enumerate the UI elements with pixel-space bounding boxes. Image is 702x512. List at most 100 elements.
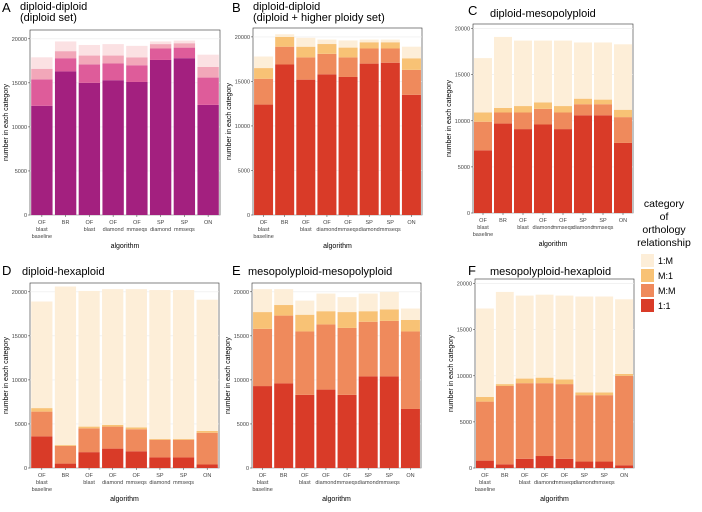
x-tick-label: OF [323,220,331,226]
x-tick-label: mmseqs [337,480,358,486]
bar-segment-M-M [495,385,514,465]
x-tick-label: ON [203,473,211,479]
bar-segment-M-1 [475,397,494,402]
bar-segment-M-M [54,445,77,464]
bar-segment-1-1 [149,457,171,468]
x-tick-label: OF [259,473,267,479]
bar-segment-M-1 [126,57,148,66]
bar-segment-1-M [595,296,614,393]
bar-segment-M-M [554,112,572,130]
panel-letter: D [2,263,11,278]
bar-segment-1-1 [31,436,53,468]
legend-title-line: orthology [642,224,686,236]
bar-segment-1-M [172,290,195,439]
bar-segment-M-M [595,395,614,462]
x-tick-label: OF [479,218,487,224]
bar-segment-1-1 [125,451,147,468]
legend-swatch-1-1 [641,299,654,312]
y-tick-label: 0 [24,213,27,219]
x-tick-label: ON [620,473,628,479]
y-tick-label: 15000 [12,334,27,340]
bar-segment-M-M [380,48,400,63]
x-tick-label: SP [601,473,609,479]
x-tick-label: mmseqs [594,480,615,486]
x-tick-label: OF [322,473,330,479]
y-axis-title: number in each category [225,336,232,414]
panel-title: mesopolyploid-hexaploid [490,266,611,278]
x-tick-label: OF [301,473,309,479]
bar-segment-1-M [149,41,172,45]
bar-segment-M-1 [337,312,357,328]
y-tick-label: 15000 [455,73,470,79]
y-tick-label: 20000 [12,37,27,43]
x-tick-label: OF [85,473,93,479]
bar-segment-M-1 [474,112,492,122]
panel-title: (diploid + higher ploidy set) [253,12,385,24]
x-tick-label: blast [300,227,312,233]
bar-segment-1-1 [534,124,552,213]
bar-segment-1-1 [514,129,532,213]
bar-segment-M-M [400,331,420,409]
x-tick-label: blast [519,480,531,486]
bar-segment-1-1 [379,376,399,468]
bar-segment-1-1 [615,465,634,468]
x-tick-label: diamond [316,227,337,233]
x-tick-label: diamond [149,480,170,486]
x-tick-label: OF [541,473,549,479]
x-tick-label: OF [86,220,94,226]
bar-segment-1-M [197,54,219,67]
bar-segment-M-1 [575,392,594,396]
y-tick-label: 5000 [237,422,249,428]
bar-segment-1-1 [197,104,219,215]
y-axis-title: number in each category [446,79,453,157]
bar-segment-1-M [78,290,100,427]
x-tick-label: OF [38,220,46,226]
x-tick-label: mmseqs [173,480,194,486]
legend-label: M:1 [658,271,673,281]
x-tick-label: diamond [103,227,124,233]
bar-segment-M-M [514,112,532,130]
x-tick-label: diamond [534,480,555,486]
bar-segment-M-1 [534,102,552,109]
bar-segment-1-1 [475,460,494,468]
bar-segment-M-M [475,401,494,461]
y-tick-label: 20000 [235,35,250,41]
x-tick-label: diamond [532,225,553,231]
bar-segment-1-M [196,299,218,431]
bar-segment-1-M [574,42,592,99]
bar-segment-1-1 [31,105,53,215]
y-tick-label: 5000 [238,168,250,174]
bar-segment-M-1 [172,438,195,440]
bar-segment-M-M [515,383,534,459]
bar-segment-M-1 [296,46,316,58]
bar-segment-1-M [554,40,572,107]
bar-segment-1-1 [515,458,534,468]
x-tick-label: baseline [475,487,496,493]
bar-segment-1-1 [401,94,421,215]
legend-label: M:M [658,286,676,296]
bar-segment-1-M [379,291,399,310]
y-tick-label: 0 [246,466,249,472]
bar-segment-M-1 [515,378,534,384]
x-tick-label: SP [156,473,164,479]
bar-segment-1-M [359,39,379,43]
bar-segment-M-1 [254,68,274,79]
panel-title: diploid-mesopolyploid [490,8,596,20]
bar-segment-1-1 [358,376,378,468]
bar-segment-1-M [575,296,594,393]
x-tick-label: SP [599,218,607,224]
x-tick-label: SP [365,473,373,479]
y-axis-title: number in each category [226,82,233,160]
bar-segment-M-1 [125,427,147,430]
bar-segment-1-M [253,289,273,313]
x-tick-label: OF [302,220,310,226]
bar-segment-1-M [173,40,196,44]
x-tick-label: BR [501,473,509,479]
bar-segment-M-1 [380,42,400,49]
panel-letter: A [2,0,11,15]
x-tick-label: blast [36,480,48,486]
bar-segment-1-1 [172,457,195,468]
bar-segment-1-1 [400,408,420,468]
x-tick-label: blast [299,480,311,486]
